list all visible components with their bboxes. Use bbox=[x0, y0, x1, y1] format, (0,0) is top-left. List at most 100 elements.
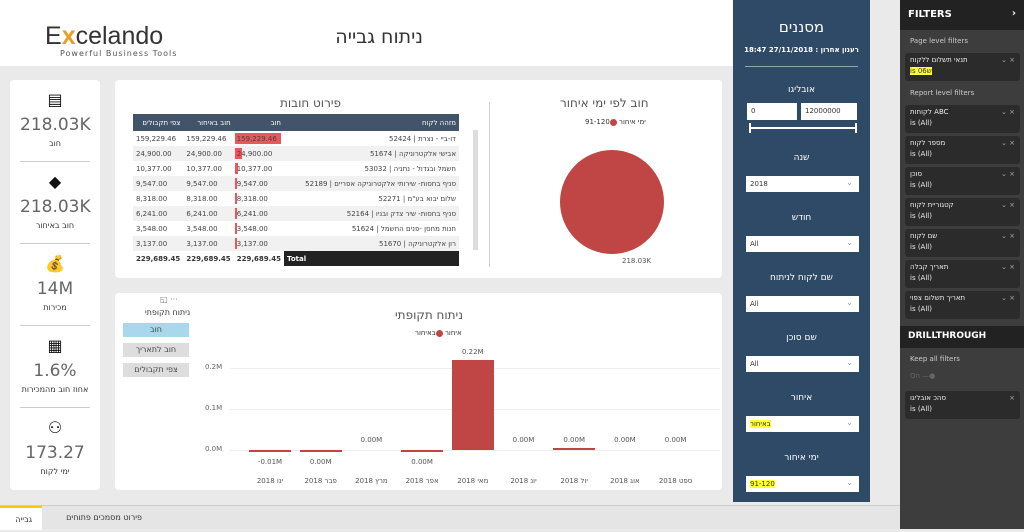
forecast-cell: 3,137.00 bbox=[133, 236, 184, 251]
debt-value: 3,548.00 bbox=[236, 224, 268, 233]
table-row[interactable]: חנות מחסן -פנים החשמל | 51624 3,548.00 3… bbox=[133, 221, 459, 236]
table-row[interactable]: אבישי אלקטרוניקה | 51674 24,900.00 24,90… bbox=[133, 146, 459, 161]
forecast-cell: 6,241.00 bbox=[133, 206, 184, 221]
filter-card[interactable]: תאריך קבלה is (All) ⌄ × bbox=[905, 260, 1020, 288]
ledger-icon: ▤ bbox=[47, 90, 63, 109]
collapse-icon[interactable]: › bbox=[1011, 8, 1016, 19]
forecast-cell: 3,548.00 bbox=[136, 224, 168, 233]
table-row[interactable]: שלום יבוא בע"מ | 52271 8,318.00 8,318.00… bbox=[133, 191, 459, 206]
slicer-dropdown[interactable]: All ⌄ bbox=[746, 236, 859, 252]
logo-tagline: Powerful Business Tools bbox=[60, 49, 178, 58]
x-tick-label: מאי 2018 bbox=[457, 477, 489, 485]
bar-1[interactable] bbox=[299, 450, 342, 452]
chevron-down-icon: ⌄ bbox=[846, 298, 853, 307]
dropdown-value: 91-120 bbox=[750, 480, 775, 488]
expand-remove-icons[interactable]: ⌄ × bbox=[1001, 139, 1015, 147]
column-header[interactable]: חוב bbox=[233, 114, 284, 131]
expand-remove-icons[interactable]: ⌄ × bbox=[1001, 294, 1015, 302]
filter-card[interactable]: תאריך תשלום צפוי is (All) ⌄ × bbox=[905, 291, 1020, 319]
table-row[interactable]: רון אלקטרוניקה | 51670 3,137.00 3,137.00… bbox=[133, 236, 459, 251]
dropdown-value: באיחור bbox=[750, 420, 771, 428]
bar-data-label: 0.00M bbox=[360, 436, 383, 444]
forecast-cell: 9,547.00 bbox=[133, 176, 184, 191]
filters-header: FILTERS › bbox=[900, 0, 1024, 30]
slicer-dropdown[interactable]: All ⌄ bbox=[746, 296, 859, 312]
tab-collection[interactable]: גבייה bbox=[0, 506, 42, 530]
slider-handle-max[interactable] bbox=[855, 123, 857, 133]
slicer-dropdown[interactable]: 91-120 ⌄ bbox=[746, 476, 859, 492]
debt-value: 3,137.00 bbox=[236, 239, 268, 248]
filter-card[interactable]: שם לקוח is (All) ⌄ × bbox=[905, 229, 1020, 257]
pie-slice-91-120[interactable] bbox=[560, 150, 664, 254]
keep-all-toggle[interactable]: On —● bbox=[910, 372, 936, 380]
tab-open-documents[interactable]: פירוט מסמכים פתוחים bbox=[66, 513, 142, 522]
segment-debt[interactable]: חוב bbox=[123, 323, 189, 337]
table-row[interactable]: חשמל ובגדול - נתניה | 53032 10,377.00 10… bbox=[133, 161, 459, 176]
remove-icon[interactable]: × bbox=[1009, 394, 1015, 402]
focus-mode-icon[interactable]: ◱ ··· bbox=[160, 295, 178, 304]
range-slider[interactable] bbox=[749, 123, 857, 133]
legend-item[interactable]: 91-120 bbox=[585, 118, 610, 126]
expand-remove-icons[interactable]: ⌄ × bbox=[1001, 232, 1015, 240]
pie-data-label: 218.03K bbox=[622, 257, 652, 265]
slicer-label: ימי איחור bbox=[784, 453, 819, 463]
filter-value: is (All) bbox=[910, 150, 932, 158]
dropdown-value: All bbox=[750, 240, 759, 248]
filter-name: קטגוריית לקוח bbox=[910, 201, 954, 209]
filter-card[interactable]: קטגוריית לקוח is (All) ⌄ × bbox=[905, 198, 1020, 226]
forecast-cell: 24,900.00 bbox=[133, 146, 184, 161]
filter-card[interactable]: מספר לקוח is (All) ⌄ × bbox=[905, 136, 1020, 164]
x-tick-label: פבר 2018 bbox=[304, 477, 337, 485]
expand-remove-icons[interactable]: ⌄ × bbox=[1001, 170, 1015, 178]
bar-6[interactable] bbox=[553, 448, 596, 450]
expand-remove-icons[interactable]: ⌄ × bbox=[1001, 108, 1015, 116]
column-header[interactable]: מזהה לקוח bbox=[284, 114, 459, 131]
divider bbox=[489, 102, 490, 267]
gridline bbox=[230, 450, 720, 451]
table-row[interactable]: סניף בחסות- שיר צדק ובניו | 52164 6,241.… bbox=[133, 206, 459, 221]
late-cell: 6,241.00 bbox=[183, 206, 234, 221]
filter-card[interactable]: ABC לקוחות is (All) ⌄ × bbox=[905, 105, 1020, 133]
debt-cell: 6,241.00 bbox=[233, 206, 284, 221]
late-cell: 10,377.00 bbox=[186, 164, 222, 173]
column-header[interactable]: חוב באיחור bbox=[183, 114, 234, 131]
excelando-logo: Excelando bbox=[45, 22, 163, 51]
expand-remove-icons[interactable]: ⌄ × bbox=[1001, 263, 1015, 271]
table-row[interactable]: סניף בחסות- שירותי אלקטרוניקה אפריים | 5… bbox=[133, 176, 459, 191]
x-tick-label: מרץ 2018 bbox=[355, 477, 388, 485]
slicer-dropdown[interactable]: 2018 ⌄ bbox=[746, 176, 859, 192]
filter-value: is (All) bbox=[910, 212, 932, 220]
x-tick-label: אוג 2018 bbox=[610, 477, 640, 485]
legend-item[interactable]: באיחור bbox=[415, 329, 436, 337]
column-header[interactable]: צפי תקבולים bbox=[133, 114, 184, 131]
expand-remove-icons[interactable]: ⌄ × bbox=[1001, 201, 1015, 209]
segment-debt-to-date[interactable]: חוב לתאריך bbox=[123, 343, 189, 357]
bar-3[interactable] bbox=[401, 450, 444, 452]
bar-4[interactable] bbox=[451, 359, 494, 450]
pie-legend: ימי איחור 91-120 bbox=[585, 118, 646, 126]
keep-all-filters-label: Keep all filters bbox=[910, 355, 960, 363]
customer-cell: שלום יבוא בע"מ | 52271 bbox=[378, 194, 456, 203]
x-tick-label: יונ 2018 bbox=[510, 477, 537, 485]
filter-card-payment-terms[interactable]: תנאי תשלום ללקוח is 06ש ⌄ × bbox=[905, 53, 1020, 81]
filter-card[interactable]: סוכן is (All) ⌄ × bbox=[905, 167, 1020, 195]
range-max-input[interactable]: 12000000 bbox=[801, 103, 857, 120]
kpi-debt: ▤ 218.03K חוב bbox=[20, 80, 91, 162]
kpi-debt-percent: ▦ 1.6% אחוז חוב מהמכירות bbox=[20, 326, 90, 408]
slider-handle-min[interactable] bbox=[749, 123, 751, 133]
filter-value: is (All) bbox=[910, 119, 932, 127]
bar-0[interactable] bbox=[249, 450, 291, 453]
customer-cell: רון אלקטרוניקה | 51670 bbox=[284, 236, 459, 251]
table-scrollbar[interactable] bbox=[473, 130, 478, 250]
filter-card-drillthrough[interactable]: סהכ אובליגו is (All) × bbox=[905, 391, 1020, 419]
expand-remove-icons[interactable]: ⌄ × bbox=[1001, 56, 1015, 64]
dropdown-value: All bbox=[750, 360, 759, 368]
table-row[interactable]: דו-ביי - נצרת | 52424 159,229.46 159,229… bbox=[133, 131, 459, 146]
segment-title: ניתוח תקופתי bbox=[144, 308, 191, 317]
segment-forecast[interactable]: צפי תקבולים bbox=[123, 363, 189, 377]
slicer-title: מסננים bbox=[778, 18, 825, 36]
total-row: Total 229,689.45 229,689.45 229,689.45 bbox=[133, 251, 459, 266]
slicer-dropdown[interactable]: All ⌄ bbox=[746, 356, 859, 372]
slicer-dropdown[interactable]: באיחור ⌄ bbox=[746, 416, 859, 432]
range-min-input[interactable]: 0 bbox=[747, 103, 797, 120]
